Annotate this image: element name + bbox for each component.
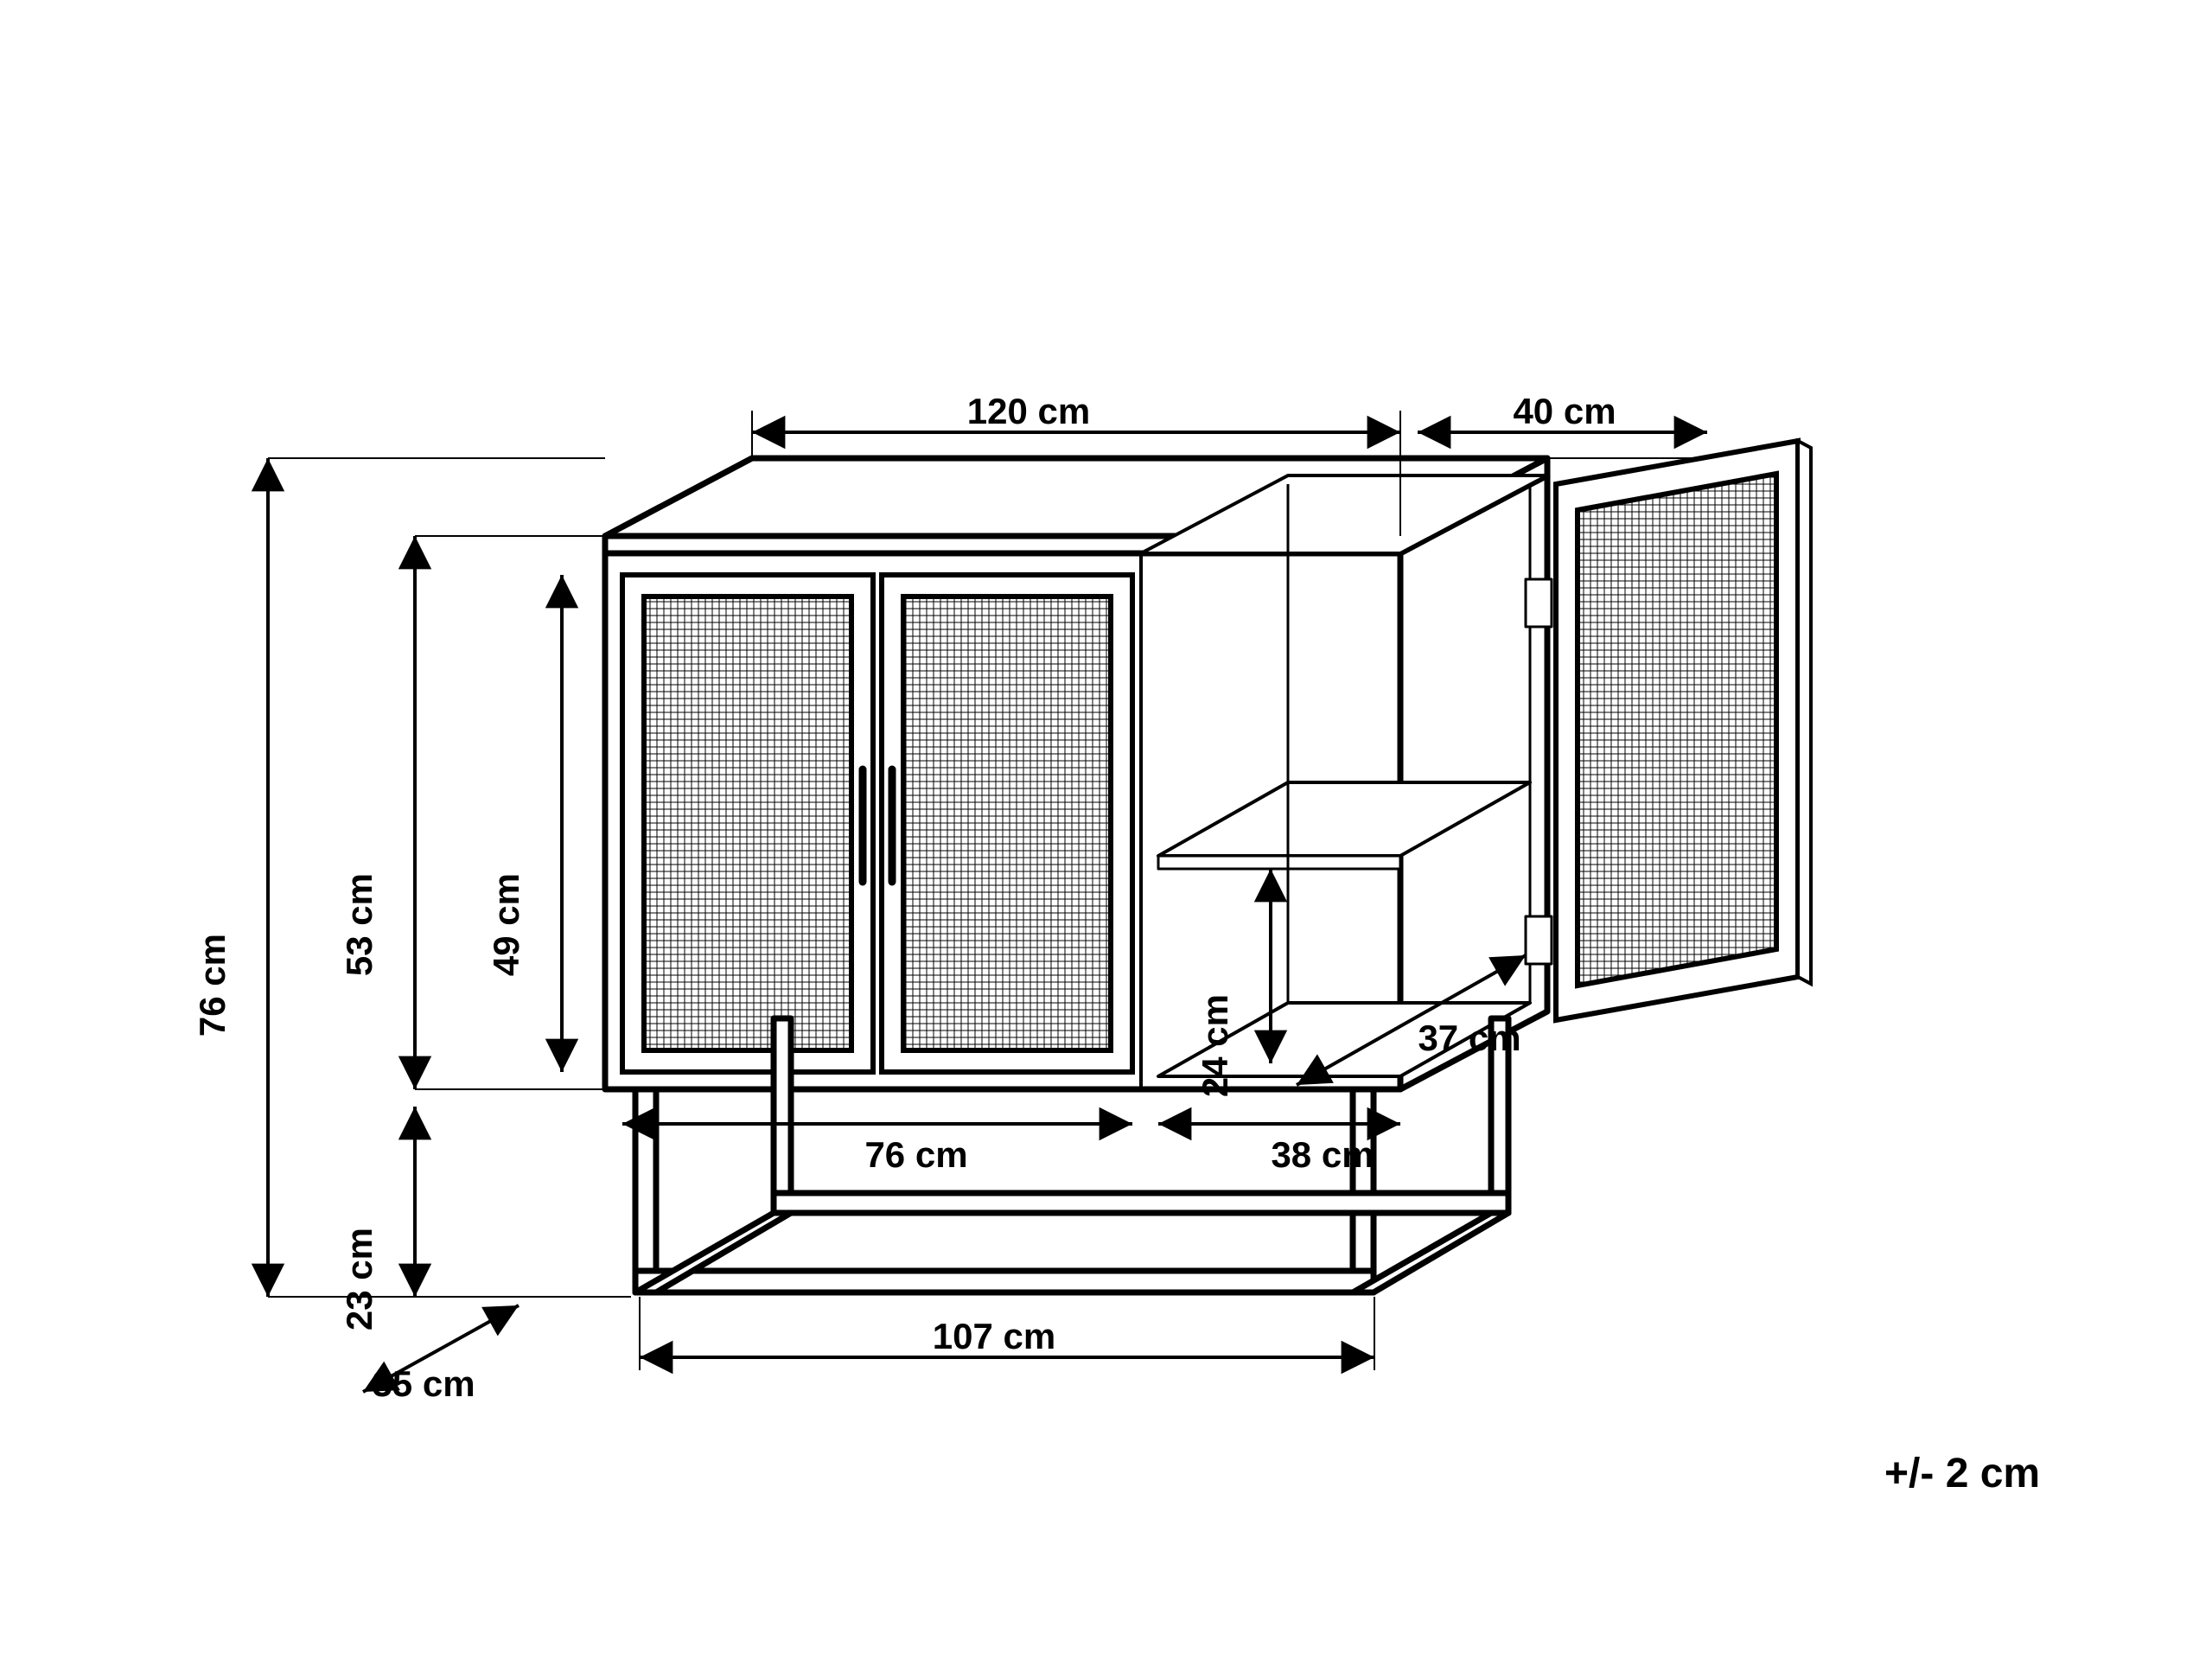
- label-interior-depth: 37 cm: [1418, 1018, 1520, 1058]
- label-overall-height: 76 cm: [192, 934, 233, 1037]
- label-body-height: 53 cm: [339, 873, 379, 976]
- label-overall-width: 120 cm: [967, 391, 1090, 431]
- label-leg-width: 107 cm: [933, 1316, 1055, 1356]
- label-compartment-w: 38 cm: [1271, 1134, 1374, 1175]
- label-leg-depth: 35 cm: [372, 1363, 475, 1404]
- label-two-door-width: 76 cm: [864, 1134, 967, 1175]
- label-leg-height: 23 cm: [339, 1228, 379, 1330]
- label-door-height: 49 cm: [486, 873, 526, 976]
- label-depth-top: 40 cm: [1513, 391, 1616, 431]
- tolerance-label: +/- 2 cm: [1884, 1451, 2040, 1496]
- label-shelf-height: 24 cm: [1195, 994, 1235, 1097]
- furniture-dimension-diagram: 120 cm 40 cm 76 cm 53 cm 49 cm 23 cm 35 …: [0, 0, 2212, 1659]
- cabinet-door-open: [1556, 441, 1811, 1020]
